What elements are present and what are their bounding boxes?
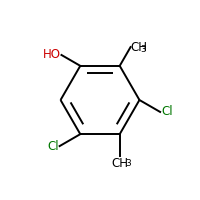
Text: 3: 3: [125, 159, 131, 168]
Text: HO: HO: [43, 48, 61, 61]
Text: CH: CH: [111, 157, 128, 170]
Text: Cl: Cl: [47, 140, 59, 153]
Text: 3: 3: [140, 45, 146, 54]
Text: CH: CH: [131, 41, 148, 54]
Text: Cl: Cl: [161, 105, 173, 118]
